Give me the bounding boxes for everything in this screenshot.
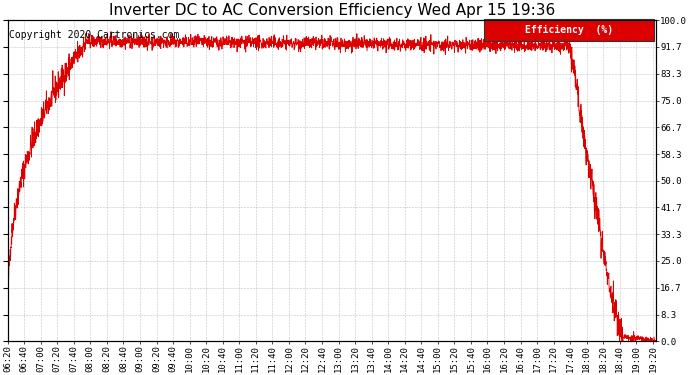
FancyBboxPatch shape	[484, 19, 654, 41]
Text: Efficiency  (%): Efficiency (%)	[525, 25, 613, 35]
Text: Copyright 2020 Cartronics.com: Copyright 2020 Cartronics.com	[9, 30, 179, 40]
Title: Inverter DC to AC Conversion Efficiency Wed Apr 15 19:36: Inverter DC to AC Conversion Efficiency …	[109, 3, 555, 18]
